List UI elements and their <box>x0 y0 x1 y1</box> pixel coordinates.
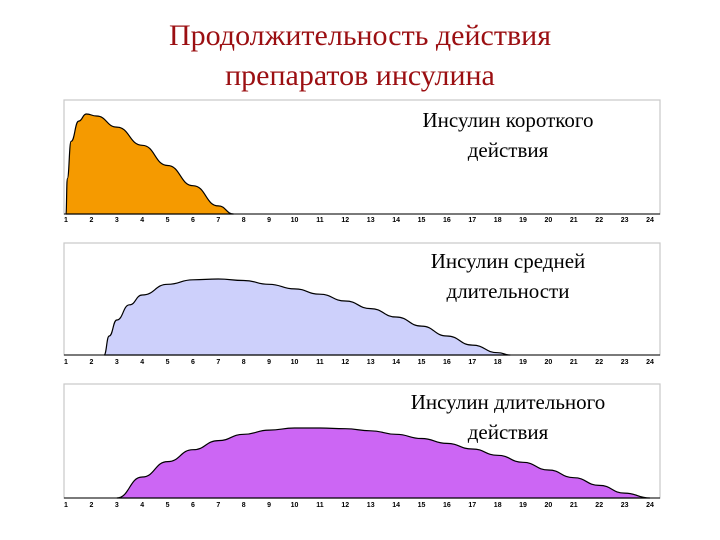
x-tick-label: 15 <box>418 359 426 366</box>
x-tick-label: 4 <box>140 359 144 366</box>
x-tick-label: 20 <box>545 502 553 509</box>
x-tick-label: 21 <box>570 359 578 366</box>
x-tick-label: 2 <box>89 359 93 366</box>
x-tick-label: 1 <box>64 502 68 509</box>
x-tick-label: 3 <box>115 217 119 224</box>
x-tick-label: 13 <box>367 359 375 366</box>
x-tick-label: 18 <box>494 217 502 224</box>
x-tick-label: 24 <box>646 359 654 366</box>
chart-panel-2: 1 2 3 4 5 6 7 8 9 10 11 12 13 14 15 16 17 18 19 20 21 22 23 24И… <box>63 242 661 366</box>
x-tick-label: 1 <box>64 359 68 366</box>
chart-label-line-2: длительности <box>447 279 570 303</box>
x-tick-label: 21 <box>570 502 578 509</box>
x-tick-label: 16 <box>443 359 451 366</box>
x-tick-label: 2 <box>89 217 93 224</box>
x-tick-label: 17 <box>468 217 476 224</box>
x-tick-label: 7 <box>216 217 220 224</box>
chart-label-line-2: действия <box>468 138 549 162</box>
chart-label-line-2: действия <box>468 420 549 444</box>
x-tick-label: 9 <box>267 217 271 224</box>
x-tick-label: 22 <box>595 217 603 224</box>
x-tick-label: 13 <box>367 217 375 224</box>
x-tick-label: 22 <box>595 502 603 509</box>
x-tick-label: 23 <box>621 502 629 509</box>
x-tick-label: 4 <box>140 217 144 224</box>
x-tick-label: 5 <box>166 359 170 366</box>
x-tick-label: 6 <box>191 359 195 366</box>
x-tick-label: 4 <box>140 502 144 509</box>
x-tick-label: 8 <box>242 217 246 224</box>
x-tick-label: 14 <box>392 502 400 509</box>
x-tick-label: 24 <box>646 502 654 509</box>
x-tick-label: 22 <box>595 359 603 366</box>
x-tick-label: 20 <box>545 217 553 224</box>
x-tick-label: 11 <box>316 217 324 224</box>
x-tick-label: 10 <box>291 502 299 509</box>
x-tick-label: 3 <box>115 502 119 509</box>
x-tick-label: 3 <box>115 359 119 366</box>
chart-label-line-1: Инсулин средней <box>431 249 586 273</box>
x-tick-label: 14 <box>392 359 400 366</box>
x-tick-label: 16 <box>443 217 451 224</box>
x-tick-label: 17 <box>468 502 476 509</box>
x-tick-label: 9 <box>267 502 271 509</box>
x-tick-label: 7 <box>216 502 220 509</box>
chart-panel-3: 1 2 3 4 5 6 7 8 9 10 11 12 13 14 15 16 17 18 19 20 21 22 23 24И… <box>63 383 661 509</box>
page-title: Продолжительность действия препаратов ин… <box>0 16 720 96</box>
x-tick-label: 13 <box>367 502 375 509</box>
x-tick-label: 17 <box>468 359 476 366</box>
x-tick-label: 15 <box>418 502 426 509</box>
chart-label-line-1: Инсулин короткого <box>423 108 594 132</box>
x-tick-label: 21 <box>570 217 578 224</box>
title-line-2: препаратов инсулина <box>225 59 495 92</box>
x-tick-label: 10 <box>291 217 299 224</box>
x-tick-label: 10 <box>291 359 299 366</box>
x-tick-label: 2 <box>89 502 93 509</box>
x-tick-label: 12 <box>341 359 349 366</box>
x-tick-label: 5 <box>166 502 170 509</box>
x-tick-label: 9 <box>267 359 271 366</box>
x-tick-label: 18 <box>494 502 502 509</box>
x-tick-label: 18 <box>494 359 502 366</box>
x-tick-label: 7 <box>216 359 220 366</box>
x-tick-label: 24 <box>646 217 654 224</box>
x-tick-label: 15 <box>418 217 426 224</box>
x-tick-label: 16 <box>443 502 451 509</box>
x-tick-label: 5 <box>166 217 170 224</box>
series-area-1 <box>103 278 511 356</box>
x-tick-label: 23 <box>621 217 629 224</box>
x-tick-label: 11 <box>316 502 324 509</box>
chart-label-line-1: Инсулин длительного <box>411 390 606 414</box>
x-tick-label: 6 <box>191 217 195 224</box>
x-tick-label: 19 <box>519 502 527 509</box>
x-tick-label: 11 <box>316 359 324 366</box>
x-tick-label: 19 <box>519 359 527 366</box>
x-tick-label: 8 <box>242 359 246 366</box>
x-tick-label: 12 <box>341 502 349 509</box>
x-tick-label: 23 <box>621 359 629 366</box>
series-area-1 <box>65 113 234 215</box>
x-tick-label: 14 <box>392 217 400 224</box>
x-tick-label: 19 <box>519 217 527 224</box>
x-tick-label: 6 <box>191 502 195 509</box>
x-tick-label: 1 <box>64 217 68 224</box>
title-line-1: Продолжительность действия <box>169 19 551 52</box>
x-tick-label: 8 <box>242 502 246 509</box>
x-tick-label: 20 <box>545 359 553 366</box>
x-tick-label: 12 <box>341 217 349 224</box>
series-area-1 <box>116 427 651 499</box>
chart-panel-1: 1 2 3 4 5 6 7 8 9 10 11 12 13 14 15 16 17 18 19 20 21 22 23 24И… <box>63 99 661 224</box>
